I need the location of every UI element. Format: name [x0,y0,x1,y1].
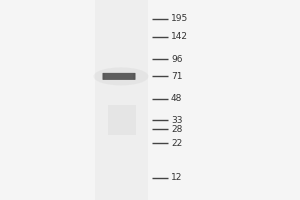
FancyBboxPatch shape [103,73,136,80]
Text: 142: 142 [171,32,188,41]
Text: 28: 28 [171,125,182,134]
Bar [108,105,136,135]
Text: 33: 33 [171,116,182,125]
Bar [95,0,148,200]
Text: 195: 195 [171,14,188,23]
Text: 48: 48 [171,94,182,103]
Text: 71: 71 [171,72,182,81]
FancyBboxPatch shape [104,73,134,80]
Ellipse shape [94,67,148,85]
Ellipse shape [94,67,148,85]
Text: 22: 22 [171,139,182,148]
Text: 96: 96 [171,55,182,64]
Text: 12: 12 [171,173,182,182]
